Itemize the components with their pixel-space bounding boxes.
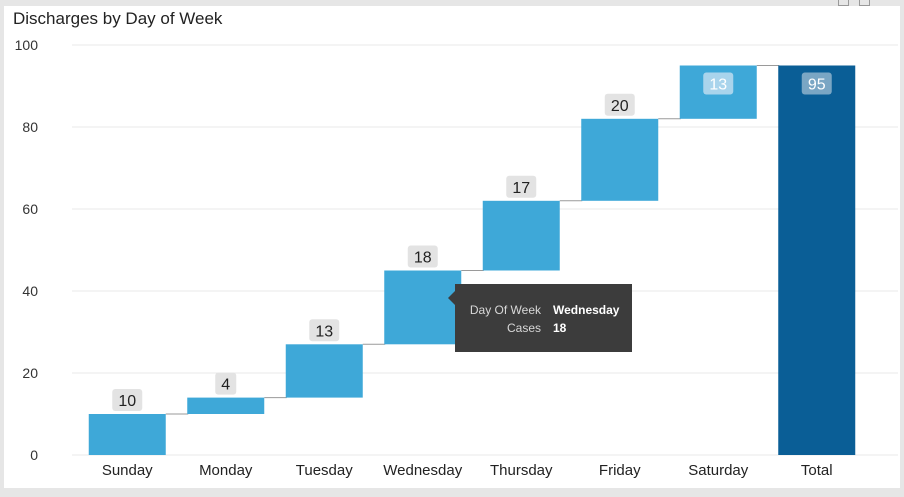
bar-monday[interactable] [187,397,265,414]
data-label: 18 [414,250,432,267]
y-tick-label: 20 [22,365,38,381]
data-label-bg [506,175,537,198]
data-label-bg [604,93,635,116]
y-tick-label: 80 [22,119,38,135]
focus-mode-icon[interactable] [838,0,849,6]
tooltip-value: 18 [553,321,567,335]
data-label: 20 [611,98,629,115]
data-label-bg [309,319,340,342]
x-tick-label: Saturday [688,462,749,479]
data-label: 10 [118,393,136,410]
data-label-bg [407,245,438,268]
visual-header [838,0,870,6]
data-label-bg [112,389,143,411]
bar-tuesday[interactable] [285,344,363,398]
bar-wednesday[interactable] [384,270,462,345]
tooltip-key: Cases [506,321,541,335]
bar-total[interactable] [778,65,856,456]
data-label: 13 [315,323,333,340]
tooltip-key: Day Of Week [469,303,541,317]
data-label-bg [801,72,832,95]
x-tick-label: Tuesday [296,462,353,479]
more-options-icon[interactable] [859,0,870,6]
data-label: 13 [709,77,727,94]
tooltip: Day Of Week Wednesday Cases 18 [448,284,632,352]
x-tick-label: Total [801,462,833,479]
bar-thursday[interactable] [482,200,560,271]
y-tick-label: 100 [15,37,39,53]
chart-title: Discharges by Day of Week [13,9,223,28]
tooltip-value: Wednesday [553,303,620,317]
data-label: 4 [221,377,230,394]
data-label: 95 [808,77,826,94]
x-tick-label: Wednesday [383,462,462,479]
y-tick-label: 60 [22,201,38,217]
bar-sunday[interactable] [88,414,166,455]
bar-friday[interactable] [581,118,659,201]
x-axis: Sunday Monday Tuesday Wednesday Thursday Frid… [102,462,833,479]
x-tick-label: Thursday [490,462,553,479]
y-axis: 0 20 40 60 80 100 [15,37,39,463]
data-label-bg [215,372,237,395]
x-tick-label: Monday [199,462,253,479]
y-tick-label: 40 [22,283,38,299]
data-label: 17 [512,180,530,197]
data-label-bg [703,72,734,95]
x-tick-label: Sunday [102,462,153,479]
data-labels: 10 4 13 18 17 20 13 95 [112,72,832,411]
bars [88,65,856,456]
connector-lines [165,65,780,415]
x-tick-label: Friday [599,462,641,479]
y-tick-label: 0 [30,447,38,463]
